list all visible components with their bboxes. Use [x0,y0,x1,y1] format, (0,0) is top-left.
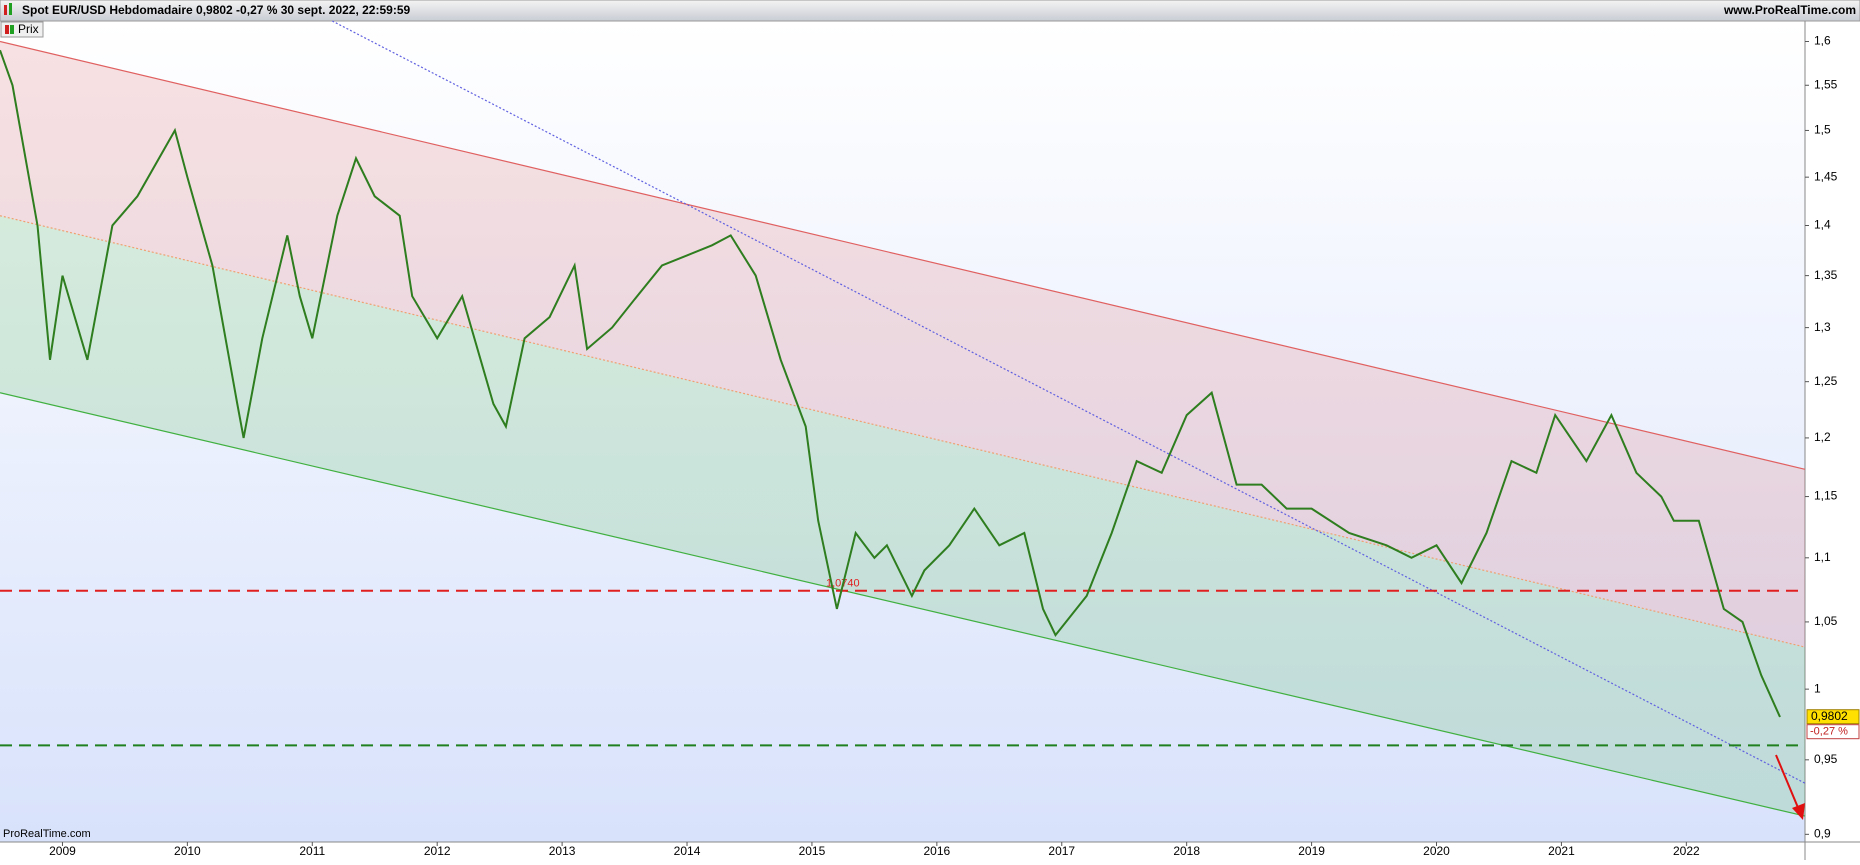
x-tick-label: 2011 [299,844,325,858]
arrow-head [1792,803,1805,820]
header-site[interactable]: www.ProRealTime.com [1723,3,1856,17]
trendline [0,215,1806,648]
y-tick-label: 1,45 [1814,169,1838,183]
trendline [331,20,1806,784]
plot-area [0,21,1805,842]
x-tick-label: 2020 [1423,844,1450,858]
x-tick-label: 2022 [1673,844,1700,858]
price-line [0,49,1781,718]
y-tick-label: 1,5 [1814,123,1831,137]
change-box [1806,724,1860,740]
x-tick-label: 2010 [174,844,201,858]
channel-fill [0,215,1805,817]
y-tick-label: 1,2 [1814,430,1831,444]
y-tick-label: 1,6 [1814,34,1831,48]
footer-brand: ProRealTime.com [3,828,91,840]
y-tick-label: 1,15 [1814,489,1838,503]
icon [4,5,7,15]
x-tick-label: 2013 [549,844,576,858]
header-title: Spot EUR/USD Hebdomadaire 0,9802 -0,27 %… [22,3,410,17]
y-tick-label: 1,1 [1814,550,1831,564]
change-label: -0,27 % [1810,726,1848,738]
y-tick-label: 1,55 [1814,77,1838,91]
price-label: 0,9802 [1811,709,1848,723]
x-tick-label: 2012 [424,844,451,858]
y-tick-label: 1,4 [1814,218,1831,232]
legend-icon [10,25,14,34]
y-tick-label: 0,95 [1814,752,1838,766]
arrow [1775,754,1800,811]
y-tick-label: 1 [1814,681,1821,695]
trendline [0,40,1806,470]
x-tick-label: 2014 [674,844,701,858]
x-tick-label: 2015 [799,844,826,858]
x-tick-label: 2019 [1298,844,1325,858]
x-tick-label: 2018 [1173,844,1200,858]
icon [9,3,12,15]
legend-icon [5,25,9,34]
y-tick-label: 1,25 [1814,374,1838,388]
y-tick-label: 0,9 [1814,826,1831,840]
y-tick-label: 1,35 [1814,268,1838,282]
header-bar [0,0,1860,22]
y-tick-label: 1,3 [1814,320,1831,334]
price-box [1806,709,1860,725]
x-tick-label: 2009 [49,844,76,858]
x-tick-label: 2021 [1548,844,1575,858]
x-tick-label: 2016 [923,844,950,858]
y-tick-label: 1,05 [1814,614,1838,628]
x-tick-label: 2017 [1048,844,1075,858]
legend-label: Prix [18,22,39,36]
channel-fill [0,41,1805,648]
